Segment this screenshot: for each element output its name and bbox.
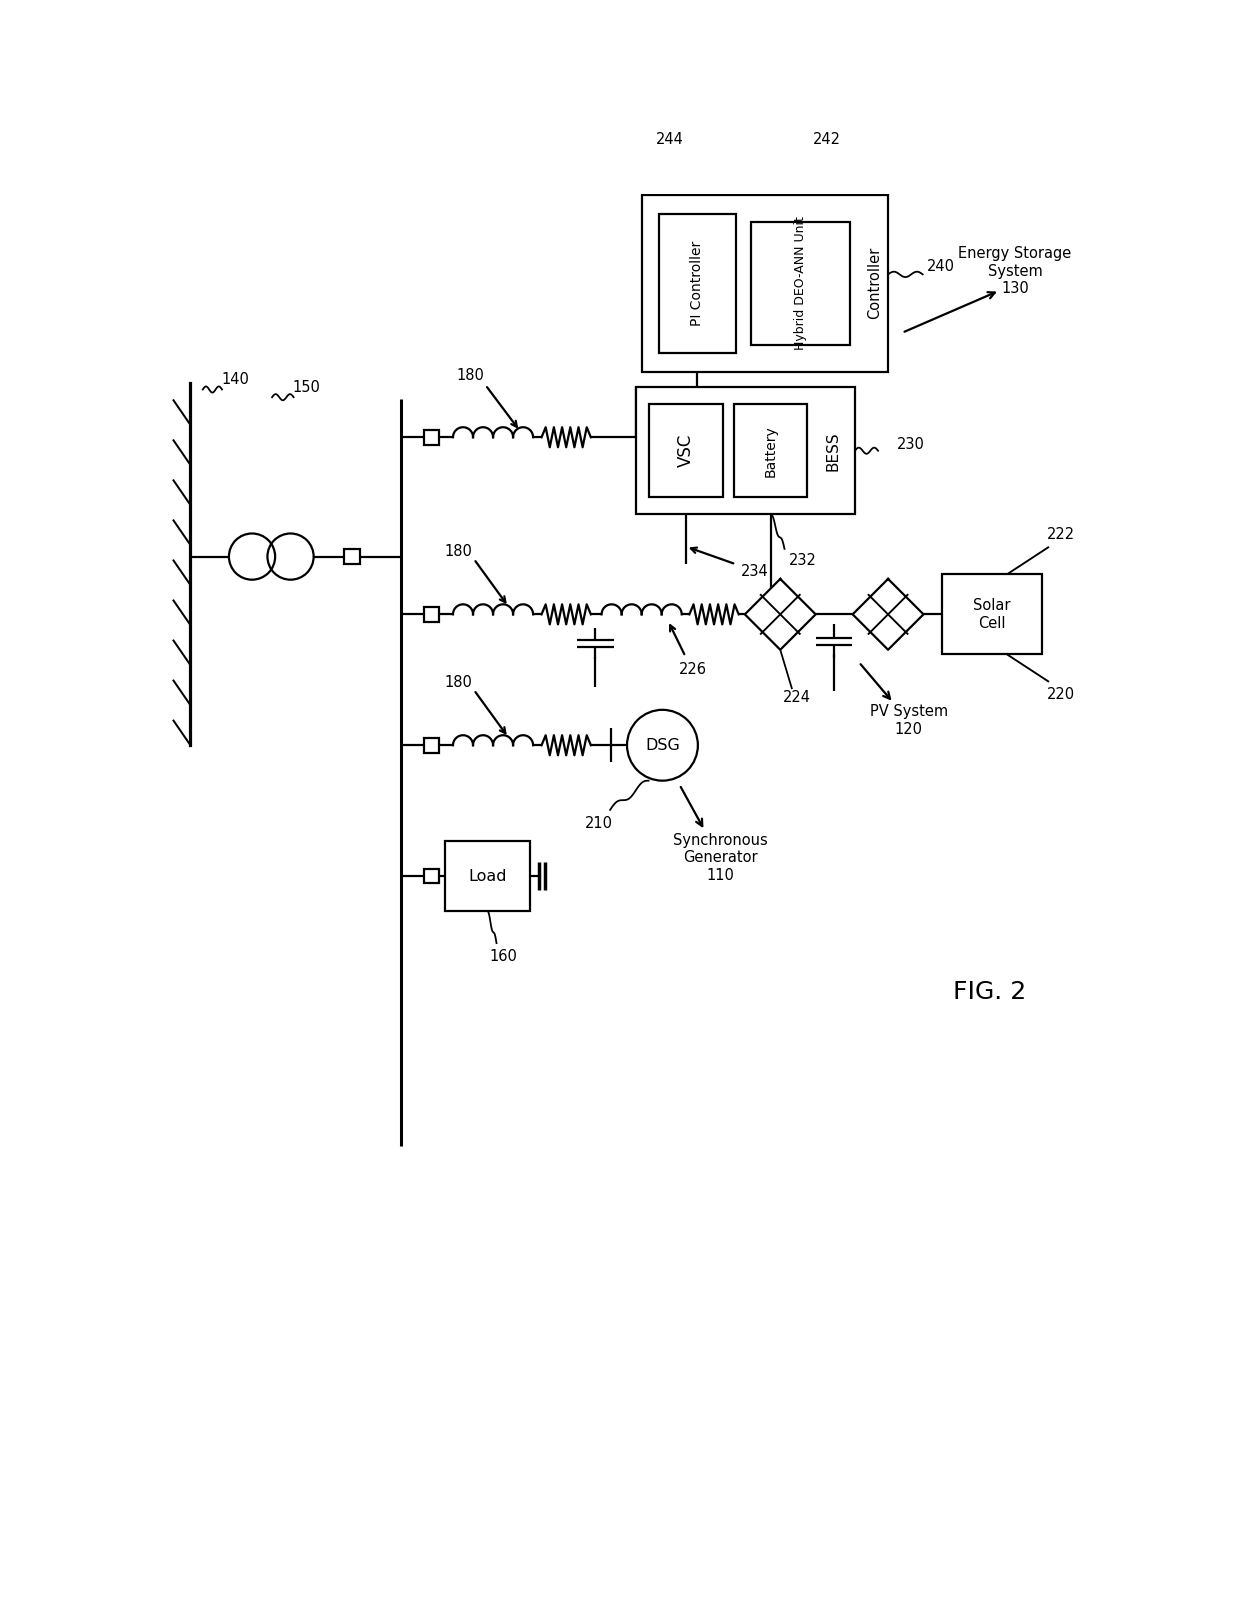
Bar <box>424 430 439 444</box>
Bar <box>734 404 807 498</box>
Text: Solar
Cell: Solar Cell <box>973 598 1011 630</box>
Polygon shape <box>853 579 924 650</box>
Text: PI Controller: PI Controller <box>691 241 704 326</box>
Text: 224: 224 <box>784 690 811 705</box>
Text: 240: 240 <box>926 259 955 275</box>
Bar <box>424 739 439 753</box>
Bar <box>641 194 888 372</box>
Text: Hybrid DEO-ANN Unit: Hybrid DEO-ANN Unit <box>794 217 807 351</box>
Text: 180: 180 <box>456 368 484 383</box>
Text: 222: 222 <box>1048 527 1075 541</box>
Text: 230: 230 <box>898 436 925 452</box>
Text: 220: 220 <box>1048 687 1075 701</box>
Text: VSC: VSC <box>677 435 694 467</box>
Bar <box>445 842 529 911</box>
Text: 180: 180 <box>444 674 472 690</box>
Bar <box>650 404 723 498</box>
Bar <box>635 388 854 514</box>
Polygon shape <box>745 579 816 650</box>
Text: 226: 226 <box>680 663 707 677</box>
Text: 160: 160 <box>489 950 517 965</box>
Text: BESS: BESS <box>826 431 841 470</box>
Bar <box>345 549 360 564</box>
Text: 234: 234 <box>742 564 769 580</box>
Bar <box>942 574 1042 654</box>
Text: Battery: Battery <box>764 425 777 477</box>
Text: Controller: Controller <box>867 247 882 320</box>
Text: DSG: DSG <box>645 739 680 753</box>
Text: 242: 242 <box>813 133 841 147</box>
Bar <box>751 221 849 344</box>
Text: 210: 210 <box>585 816 614 831</box>
Bar <box>424 869 439 884</box>
Text: 140: 140 <box>221 372 249 386</box>
Bar <box>658 213 735 352</box>
Text: Load: Load <box>467 869 506 884</box>
Text: 150: 150 <box>291 380 320 394</box>
Text: Energy Storage
System
130: Energy Storage System 130 <box>959 246 1071 296</box>
Text: 180: 180 <box>444 543 472 559</box>
Text: 232: 232 <box>789 553 817 567</box>
Text: 244: 244 <box>656 133 684 147</box>
Text: PV System
120: PV System 120 <box>869 705 947 737</box>
Text: FIG. 2: FIG. 2 <box>954 979 1027 1004</box>
Text: Synchronous
Generator
110: Synchronous Generator 110 <box>673 832 768 882</box>
Bar <box>424 608 439 622</box>
